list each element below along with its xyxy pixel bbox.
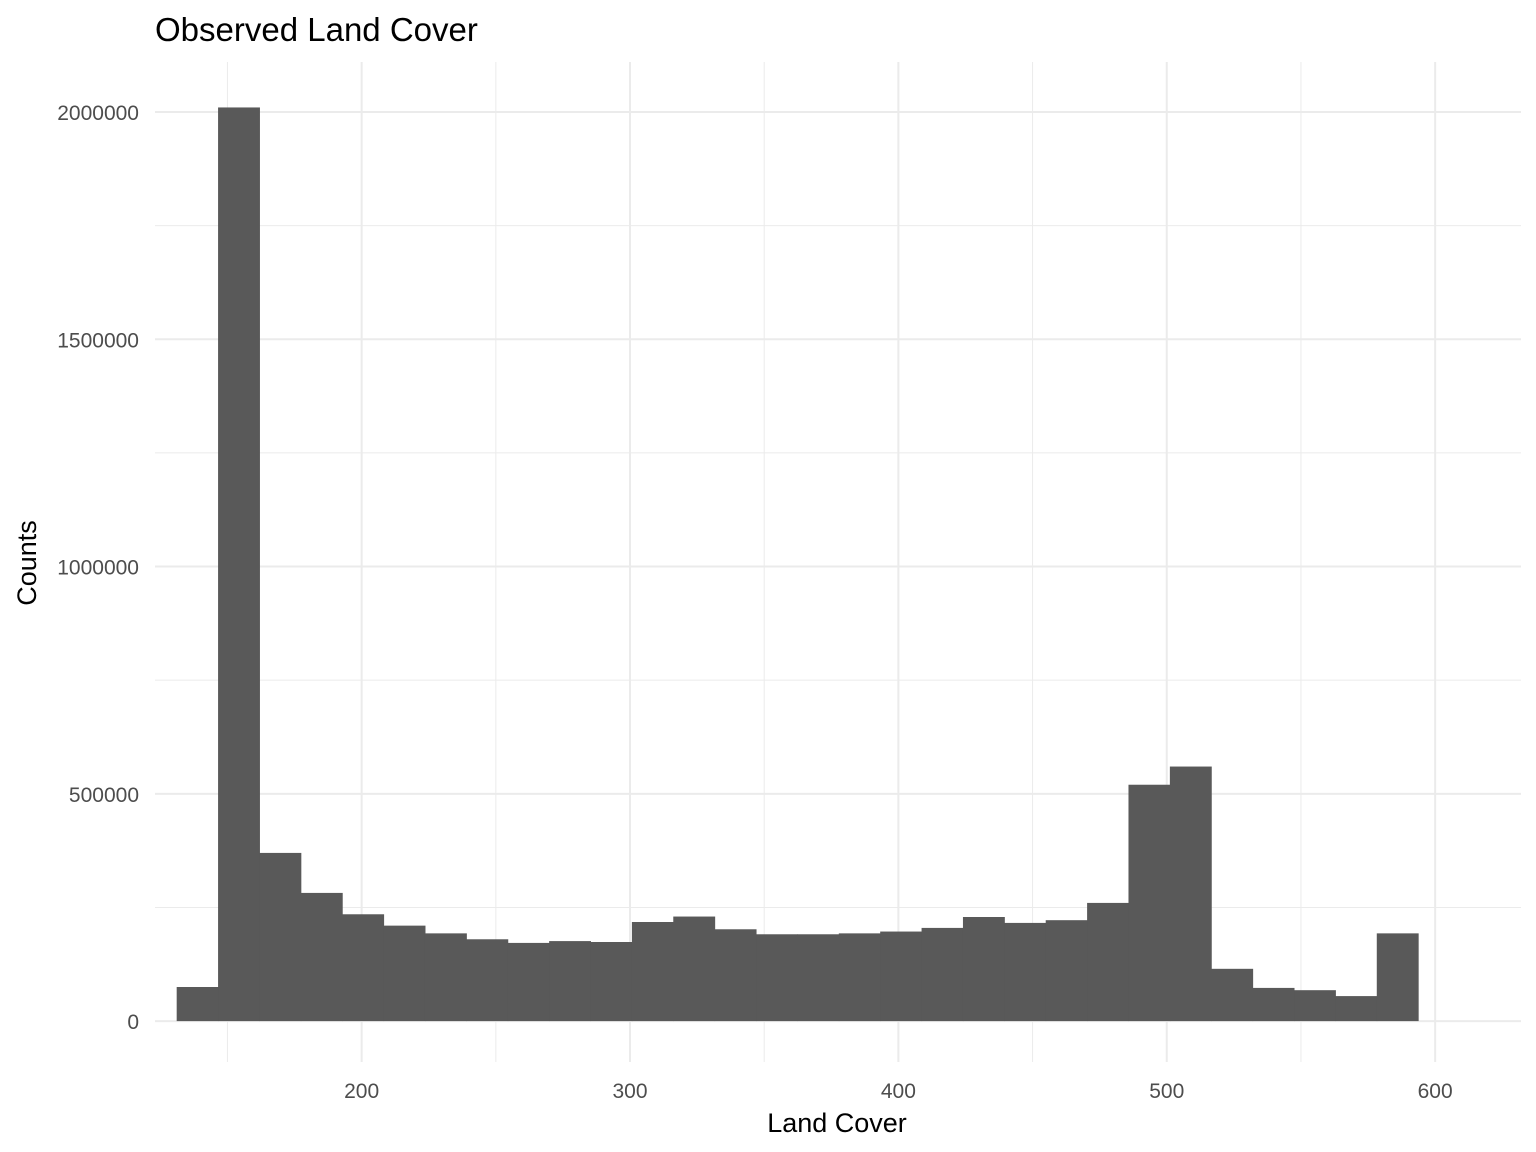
- y-axis-title: Counts: [12, 520, 42, 606]
- x-tick-label: 300: [612, 1080, 647, 1103]
- histogram-bars: [176, 107, 1419, 1022]
- y-tick-label: 2000000: [57, 102, 139, 125]
- x-tick-label: 500: [1149, 1080, 1184, 1103]
- histogram-bar: [962, 917, 1005, 1022]
- histogram-bar: [797, 934, 840, 1022]
- histogram-bar: [1252, 987, 1295, 1022]
- x-tick-label: 200: [344, 1080, 379, 1103]
- x-tick-label: 600: [1418, 1080, 1453, 1103]
- histogram-bar: [259, 852, 302, 1022]
- histogram-bar: [756, 934, 798, 1022]
- histogram-bar: [300, 892, 343, 1022]
- histogram-bar: [714, 929, 757, 1022]
- histogram-bar: [673, 916, 716, 1022]
- histogram-bar: [1335, 996, 1378, 1022]
- histogram-bar: [549, 941, 592, 1022]
- histogram-bar: [838, 933, 881, 1022]
- histogram-bar: [218, 107, 260, 1022]
- histogram-bar: [1376, 933, 1419, 1022]
- histogram-bar: [1211, 968, 1254, 1022]
- histogram-bar: [342, 914, 385, 1022]
- y-tick-label: 500000: [69, 784, 139, 807]
- y-tick-label: 1500000: [57, 329, 139, 352]
- histogram-bar: [880, 931, 923, 1022]
- histogram-bar: [590, 942, 633, 1022]
- histogram-bar: [1169, 766, 1212, 1022]
- y-tick-label: 0: [127, 1011, 139, 1034]
- histogram-bar: [507, 942, 550, 1022]
- histogram-bar: [921, 927, 964, 1022]
- x-tick-label: 400: [881, 1080, 916, 1103]
- histogram-bar: [1087, 902, 1129, 1022]
- grid-lines: [155, 62, 1521, 1062]
- x-axis-title: Land Cover: [767, 1108, 907, 1138]
- histogram-bar: [1004, 922, 1047, 1022]
- y-tick-label: 1000000: [57, 557, 139, 580]
- tick-labels: 200 300 400 500 600 0 500000 1000000 1500000 2000…: [57, 102, 1452, 1103]
- histogram-bar: [466, 939, 509, 1022]
- histogram-bar: [1045, 920, 1088, 1022]
- histogram-bar: [631, 922, 674, 1022]
- histogram-bar: [383, 925, 426, 1022]
- histogram-bar: [424, 933, 467, 1022]
- histogram-bar: [176, 987, 219, 1022]
- chart-title: Observed Land Cover: [155, 11, 478, 48]
- histogram-bar: [1128, 784, 1171, 1022]
- histogram-bar: [1294, 990, 1336, 1022]
